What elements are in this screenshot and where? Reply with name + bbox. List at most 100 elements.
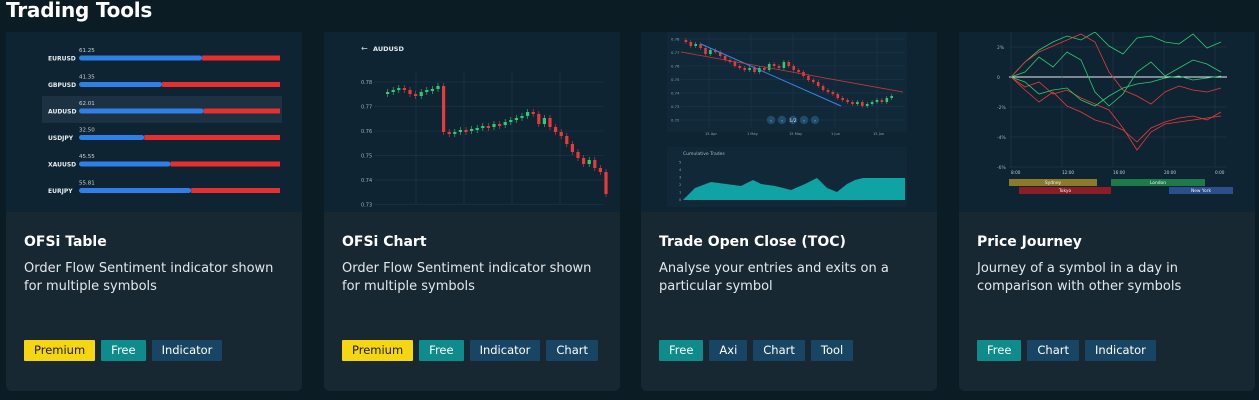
ofsi-symbol: EURJPY bbox=[48, 188, 73, 195]
candle-body bbox=[841, 98, 844, 100]
session-label: Sydney bbox=[1045, 180, 1062, 186]
session-label: Tokyo bbox=[1058, 188, 1072, 194]
candle-body bbox=[486, 126, 490, 128]
pagination-control[interactable] bbox=[799, 115, 809, 125]
y-tick-label: 0.72 bbox=[671, 118, 680, 123]
candle-body bbox=[587, 160, 591, 164]
tag-indicator[interactable]: Indicator bbox=[1085, 340, 1156, 361]
candle-body bbox=[442, 86, 446, 132]
candle-body bbox=[481, 126, 485, 128]
pagination-control[interactable] bbox=[777, 115, 787, 125]
candle-body bbox=[865, 104, 869, 106]
card-title: Trade Open Close (TOC) bbox=[659, 234, 846, 250]
candle-body bbox=[846, 100, 849, 102]
pagination-control-label: ‹ bbox=[781, 119, 783, 124]
card-title: Price Journey bbox=[977, 234, 1082, 250]
ofsi-short-bar bbox=[203, 108, 280, 114]
tag-chart[interactable]: Chart bbox=[1027, 340, 1080, 361]
y-tick-label: 0.77 bbox=[361, 105, 372, 111]
candle-body bbox=[772, 64, 776, 66]
y-tick-label: 0.74 bbox=[361, 178, 372, 184]
x-tick-label: 1 May bbox=[747, 132, 759, 136]
y-tick-label: -4% bbox=[997, 135, 1006, 141]
candle-body bbox=[470, 129, 474, 131]
candle-body bbox=[548, 118, 552, 127]
pagination-control-label: ‹ bbox=[770, 119, 772, 124]
pagination-control-label: › bbox=[803, 119, 805, 124]
pagination-control[interactable] bbox=[810, 115, 820, 125]
candle-body bbox=[807, 76, 810, 80]
y-tick-label: 0.78 bbox=[671, 37, 680, 42]
y-tick-label: 0.74 bbox=[671, 91, 680, 96]
candle-body bbox=[689, 42, 693, 46]
candle-body bbox=[436, 86, 440, 89]
candle-body bbox=[753, 68, 756, 72]
x-tick-label: 0:00 bbox=[1215, 170, 1225, 175]
ofsi-long-bar bbox=[79, 188, 192, 193]
candle-body bbox=[526, 112, 530, 116]
trend-line-red bbox=[680, 51, 904, 93]
candle-body bbox=[694, 44, 697, 46]
tag-free[interactable]: Free bbox=[101, 340, 146, 361]
tag-indicator[interactable]: Indicator bbox=[469, 340, 541, 361]
tool-card-ofsi-chart[interactable]: ← AUDUSD 0.78 0.77 0.76 0.75 0.74 0.73 OFSi C… bbox=[324, 32, 620, 391]
tag-indicator[interactable]: Indicator bbox=[151, 340, 223, 361]
ofsi-long-bar bbox=[79, 135, 145, 140]
candle-body bbox=[684, 40, 688, 42]
tag-premium[interactable]: Premium bbox=[342, 340, 414, 361]
card-description: Analyse your entries and exits on a part… bbox=[659, 261, 889, 294]
ofsi-value: 61.25 bbox=[79, 48, 95, 54]
tag-free[interactable]: Free bbox=[977, 340, 1022, 361]
tag-free[interactable]: Free bbox=[659, 340, 704, 361]
tool-card-price-journey[interactable]: 2% 0 -2% -4% -6% 8:00 12:00 16:00 20:00 0:00 Sydn… bbox=[959, 32, 1255, 391]
y-tick-label: 0.77 bbox=[671, 50, 680, 55]
card-title: OFSi Chart bbox=[342, 234, 427, 250]
card-description: Journey of a symbol in a day in comparis… bbox=[977, 261, 1182, 294]
candle-body bbox=[743, 68, 746, 70]
page-title: Trading Tools bbox=[6, 0, 153, 22]
candle-body bbox=[792, 66, 795, 70]
candle-body bbox=[386, 92, 390, 94]
candle-body bbox=[704, 48, 707, 54]
tag-chart[interactable]: Chart bbox=[546, 340, 599, 361]
candle-body bbox=[509, 120, 513, 122]
trend-line-blue bbox=[700, 43, 842, 107]
y-tick-label: 0.75 bbox=[361, 154, 372, 160]
tool-card-ofsi-table[interactable]: 61.25 EURUSD 41.35 GBPUSD 62.01 AUDUSD 32.50 US… bbox=[6, 32, 302, 391]
chart-symbol: AUDUSD bbox=[373, 45, 404, 53]
y-tick-label: -2% bbox=[997, 105, 1006, 111]
candle-body bbox=[861, 102, 864, 106]
tag-axi[interactable]: Axi bbox=[709, 340, 748, 361]
y-tick-label: 0.76 bbox=[361, 129, 372, 135]
candle-body bbox=[748, 68, 751, 70]
y-tick-label: 0.73 bbox=[671, 104, 680, 109]
candle-body bbox=[430, 89, 434, 91]
candle-body bbox=[576, 152, 580, 158]
sub-y-tick-label: 5 bbox=[679, 161, 681, 165]
tag-tool[interactable]: Tool bbox=[810, 340, 854, 361]
candle-body bbox=[475, 128, 479, 130]
ofsi-value: 45.55 bbox=[79, 154, 95, 160]
back-arrow-icon[interactable]: ← bbox=[361, 44, 368, 53]
sub-y-tick-label: 2 bbox=[679, 183, 681, 187]
pagination-control[interactable] bbox=[766, 115, 776, 125]
pagination-control[interactable] bbox=[788, 115, 798, 125]
tag-list: Free Chart Indicator bbox=[977, 340, 1156, 361]
candle-body bbox=[831, 92, 835, 94]
tag-chart[interactable]: Chart bbox=[753, 340, 805, 361]
x-tick-label: 15 Apr bbox=[705, 132, 717, 136]
x-tick-label: 15 Jun bbox=[873, 132, 884, 136]
tag-free[interactable]: Free bbox=[419, 340, 464, 361]
candle-body bbox=[880, 100, 884, 102]
journey-line bbox=[1010, 76, 1222, 151]
sub-y-tick-label: 0 bbox=[679, 198, 682, 202]
candle-body bbox=[408, 90, 412, 94]
ofsi-symbol: GBPUSD bbox=[48, 82, 76, 89]
tag-premium[interactable]: Premium bbox=[24, 340, 96, 361]
candle-body bbox=[542, 118, 546, 124]
candle-body bbox=[391, 90, 395, 92]
